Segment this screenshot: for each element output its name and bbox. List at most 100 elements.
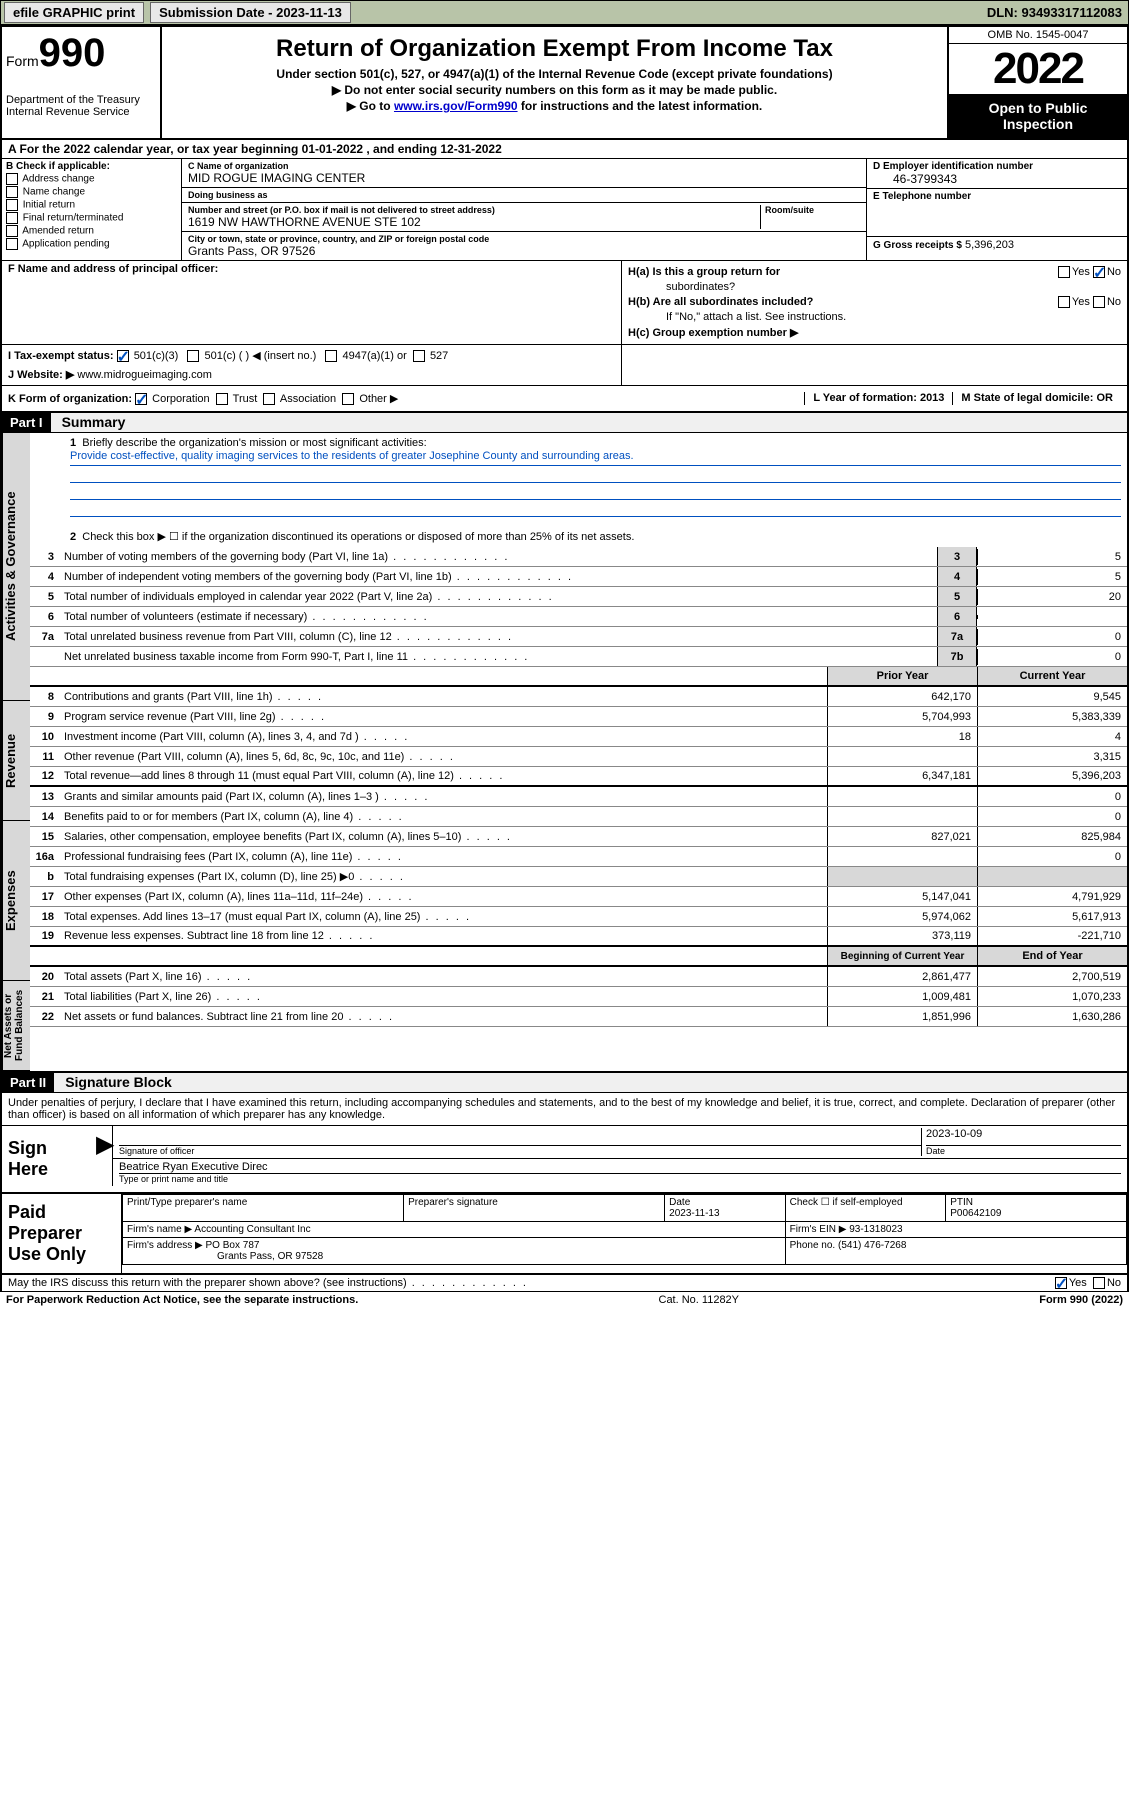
- box-j-label: J Website: ▶: [8, 369, 74, 381]
- part1-header: Part I: [2, 413, 51, 432]
- top-bar: efile GRAPHIC print Submission Date - 20…: [0, 0, 1129, 25]
- ha-line: H(a) Is this a group return for Yes No: [628, 266, 1121, 278]
- firm-ein-lbl: Firm's EIN ▶: [790, 1224, 847, 1235]
- line-desc: Total number of individuals employed in …: [60, 589, 937, 605]
- opt-501c3: 501(c)(3): [134, 350, 179, 362]
- line-desc: Total assets (Part X, line 16): [60, 969, 827, 985]
- check-app-pending[interactable]: Application pending: [6, 238, 177, 250]
- chk-trust[interactable]: [216, 393, 228, 405]
- rev-header-row: Prior Year Current Year: [30, 667, 1127, 687]
- line-desc: Number of independent voting members of …: [60, 569, 937, 585]
- line-prior: 2,861,477: [827, 967, 977, 986]
- opt-4947: 4947(a)(1) or: [343, 350, 407, 362]
- box-j: J Website: ▶ www.midrogueimaging.com: [8, 368, 615, 381]
- line-num: 11: [30, 751, 60, 763]
- submission-date-button[interactable]: Submission Date - 2023-11-13: [150, 2, 351, 23]
- box-f: F Name and address of principal officer:: [2, 261, 622, 344]
- chk-501c[interactable]: [187, 350, 199, 362]
- line-desc: Number of voting members of the governin…: [60, 549, 937, 565]
- chk-other[interactable]: [342, 393, 354, 405]
- arrow2-pre: ▶ Go to: [347, 99, 394, 113]
- line-val: 5: [977, 549, 1127, 565]
- line-num: 3: [30, 551, 60, 563]
- line-num: 12: [30, 770, 60, 782]
- check-name-change[interactable]: Name change: [6, 186, 177, 198]
- line-prior: 5,974,062: [827, 907, 977, 926]
- part1-body: Activities & Governance Revenue Expenses…: [0, 433, 1129, 1073]
- arrow2-post: for instructions and the latest informat…: [518, 99, 763, 113]
- part2-header-row: Part II Signature Block: [0, 1073, 1129, 1093]
- line-num: 22: [30, 1011, 60, 1023]
- tax-year: 2022: [949, 44, 1127, 94]
- table-row: 3 Number of voting members of the govern…: [30, 547, 1127, 567]
- signature-block: Under penalties of perjury, I declare th…: [0, 1093, 1129, 1194]
- form990-link[interactable]: www.irs.gov/Form990: [394, 99, 518, 113]
- chk-lbl-5: Application pending: [22, 239, 109, 250]
- line-prior: [827, 847, 977, 866]
- city-cell: City or town, state or province, country…: [182, 232, 866, 260]
- chk-4947[interactable]: [325, 350, 337, 362]
- line-prior: 1,851,996: [827, 1007, 977, 1026]
- paid-prep-table: Print/Type preparer's name Preparer's si…: [122, 1194, 1127, 1265]
- line-desc: Other revenue (Part VIII, column (A), li…: [60, 749, 827, 765]
- line-num: 21: [30, 991, 60, 1003]
- hdr-beg: Beginning of Current Year: [827, 947, 977, 965]
- chk-may-no[interactable]: [1093, 1277, 1105, 1289]
- line-desc: Other expenses (Part IX, column (A), lin…: [60, 889, 827, 905]
- org-name-cell: C Name of organization MID ROGUE IMAGING…: [182, 159, 866, 188]
- line-prior: 827,021: [827, 827, 977, 846]
- addr-val: 1619 NW HAWTHORNE AVENUE STE 102: [188, 215, 760, 229]
- table-row: 14 Benefits paid to or for members (Part…: [30, 807, 1127, 827]
- firm-name-val: Accounting Consultant Inc: [194, 1224, 310, 1235]
- section-fh: F Name and address of principal officer:…: [0, 261, 1129, 345]
- box-k-label: K Form of organization:: [8, 393, 132, 405]
- chk-assoc[interactable]: [263, 393, 275, 405]
- line-val: 20: [977, 589, 1127, 605]
- box-m-text: M State of legal domicile: OR: [961, 392, 1113, 404]
- prep-name-lbl: Print/Type preparer's name: [127, 1197, 247, 1208]
- hdr-prior: Prior Year: [827, 667, 977, 685]
- firm-ein-val: 93-1318023: [849, 1224, 902, 1235]
- may-irs-row: May the IRS discuss this return with the…: [0, 1275, 1129, 1292]
- side-net: Net Assets or Fund Balances: [2, 981, 30, 1071]
- ein-label: D Employer identification number: [873, 161, 1121, 172]
- line-current: 3,315: [977, 747, 1127, 766]
- line-num: 15: [30, 831, 60, 843]
- prep-name-cell: Print/Type preparer's name: [123, 1195, 404, 1222]
- ein-cell: D Employer identification number 46-3799…: [867, 159, 1127, 189]
- efile-button[interactable]: efile GRAPHIC print: [4, 2, 144, 23]
- line-prior: 18: [827, 727, 977, 746]
- main-table: 1 Briefly describe the organization's mi…: [30, 433, 1127, 1071]
- check-address-change[interactable]: Address change: [6, 173, 177, 185]
- chk-501c3[interactable]: [117, 350, 129, 362]
- line-num: 14: [30, 811, 60, 823]
- chk-527[interactable]: [413, 350, 425, 362]
- firm-addr-lbl: Firm's address ▶: [127, 1240, 203, 1251]
- line-boxnum: 3: [937, 547, 977, 566]
- hb-note: If "No," attach a list. See instructions…: [628, 311, 1121, 323]
- chk-corp[interactable]: [135, 393, 147, 405]
- line-num: 5: [30, 591, 60, 603]
- firm-name-cell: Firm's name ▶ Accounting Consultant Inc: [123, 1222, 786, 1238]
- gross-cell: G Gross receipts $ 5,396,203: [867, 237, 1127, 253]
- line-desc: Total number of volunteers (estimate if …: [60, 609, 937, 625]
- line-current: 5,383,339: [977, 707, 1127, 726]
- addr-cell: Number and street (or P.O. box if mail i…: [182, 203, 866, 232]
- table-row: 10 Investment income (Part VIII, column …: [30, 727, 1127, 747]
- table-row: 7a Total unrelated business revenue from…: [30, 627, 1127, 647]
- line-boxnum: 4: [937, 567, 977, 586]
- chk-may-yes[interactable]: [1055, 1277, 1067, 1289]
- check-initial-return[interactable]: Initial return: [6, 199, 177, 211]
- chk-lbl-1: Name change: [23, 187, 85, 198]
- check-final-return[interactable]: Final return/terminated: [6, 212, 177, 224]
- check-amended[interactable]: Amended return: [6, 225, 177, 237]
- line-prior: 373,119: [827, 927, 977, 945]
- box-b-label: B Check if applicable:: [6, 161, 177, 172]
- ha-no: No: [1107, 266, 1121, 278]
- box-l-text: L Year of formation: 2013: [813, 392, 944, 404]
- part2-header: Part II: [2, 1073, 54, 1092]
- table-row: 12 Total revenue—add lines 8 through 11 …: [30, 767, 1127, 787]
- line-val: [977, 615, 1127, 619]
- sign-here-row: Sign Here ▶ Signature of officer 2023-10…: [2, 1125, 1127, 1192]
- line-num: 10: [30, 731, 60, 743]
